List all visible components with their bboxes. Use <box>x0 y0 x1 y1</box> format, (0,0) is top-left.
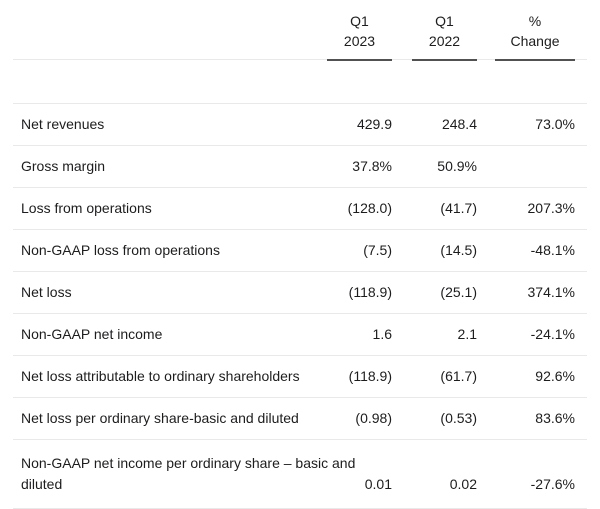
column-header-line1: Q1 <box>435 13 454 29</box>
cell-pct-change: -27.6% <box>530 476 575 492</box>
column-header-line1: % <box>528 13 542 29</box>
cell-q1-2023: (0.98) <box>355 410 392 426</box>
cell-q1-2023: (7.5) <box>363 242 392 258</box>
row-label: Net loss attributable to ordinary shareh… <box>21 368 300 384</box>
column-header-q1-2022: Q1 2022 <box>392 11 477 61</box>
cell-q1-2023: 37.8% <box>352 158 392 174</box>
row-values: (118.9) (25.1) 374.1% <box>307 282 575 303</box>
cell-q1-2023: 0.01 <box>364 476 392 492</box>
table-row: Non-GAAP net income 1.6 2.1 -24.1% <box>13 314 587 356</box>
row-values: (118.9) (61.7) 92.6% <box>307 366 575 387</box>
row-values: (7.5) (14.5) -48.1% <box>307 240 575 261</box>
cell-q1-2023: 429.9 <box>356 116 392 132</box>
cell-q1-2022: (61.7) <box>440 368 477 384</box>
column-header-line1: Q1 <box>350 13 369 29</box>
cell-q1-2023: (128.0) <box>347 200 392 216</box>
table-row: Non-GAAP net income per ordinary share –… <box>13 440 587 509</box>
row-label: Net loss per ordinary share-basic and di… <box>21 410 299 426</box>
cell-pct-change: 73.0% <box>535 116 575 132</box>
cell-pct-change: 374.1% <box>527 284 575 300</box>
row-label: Loss from operations <box>21 200 152 216</box>
cell-q1-2023: (118.9) <box>348 284 392 300</box>
cell-q1-2023: 1.6 <box>372 326 392 342</box>
cell-q1-2022: 0.02 <box>449 476 477 492</box>
row-values: 0.01 0.02 -27.6% <box>307 474 575 495</box>
table-row: Gross margin 37.8% 50.9% <box>13 146 587 188</box>
table-row: Net revenues 429.9 248.4 73.0% <box>13 104 587 146</box>
row-values: (128.0) (41.7) 207.3% <box>307 198 575 219</box>
table-row: Net loss attributable to ordinary shareh… <box>13 356 587 398</box>
cell-pct-change <box>477 156 575 177</box>
column-header-line2: 2022 <box>428 33 461 49</box>
cell-q1-2022: 50.9% <box>437 158 477 174</box>
row-label: Gross margin <box>21 158 106 174</box>
row-label: Net revenues <box>21 116 105 132</box>
cell-q1-2022: (25.1) <box>440 284 477 300</box>
table-row: Net loss per ordinary share-basic and di… <box>13 398 587 440</box>
cell-q1-2022: 248.4 <box>441 116 477 132</box>
column-header-underline: % Change <box>495 11 575 61</box>
cell-q1-2022: (14.5) <box>440 242 477 258</box>
cell-pct-change: 207.3% <box>527 200 575 216</box>
row-label: Non-GAAP net income <box>21 326 163 342</box>
column-header-pct-change: % Change <box>477 11 575 61</box>
table-row: Non-GAAP loss from operations (7.5) (14.… <box>13 230 587 272</box>
cell-q1-2022: 2.1 <box>457 326 477 342</box>
cell-pct-change: -48.1% <box>530 242 575 258</box>
cell-pct-change: -24.1% <box>530 326 575 342</box>
cell-q1-2023: (118.9) <box>348 368 392 384</box>
row-label: Non-GAAP net income per ordinary share –… <box>21 455 356 492</box>
financial-results-table: Q1 2023 Q1 2022 % Change Net revenues 42… <box>13 0 587 509</box>
column-header-line2: Change <box>510 33 560 49</box>
cell-q1-2022: (41.7) <box>440 200 477 216</box>
cell-q1-2022: (0.53) <box>440 410 477 426</box>
column-header-q1-2023: Q1 2023 <box>307 11 392 61</box>
row-values: 429.9 248.4 73.0% <box>307 114 575 135</box>
column-header-line2: 2023 <box>343 33 376 49</box>
table-row: Loss from operations (128.0) (41.7) 207.… <box>13 188 587 230</box>
column-header-underline: Q1 2022 <box>412 11 477 61</box>
cell-pct-change: 92.6% <box>535 368 575 384</box>
table-row: Net loss (118.9) (25.1) 374.1% <box>13 272 587 314</box>
row-values: 1.6 2.1 -24.1% <box>307 324 575 345</box>
row-label: Net loss <box>21 284 72 300</box>
cell-pct-change: 83.6% <box>535 410 575 426</box>
row-values: 37.8% 50.9% <box>307 156 575 177</box>
row-label: Non-GAAP loss from operations <box>21 242 220 258</box>
table-header-row: Q1 2023 Q1 2022 % Change <box>13 0 587 61</box>
row-values: (0.98) (0.53) 83.6% <box>307 408 575 429</box>
table-body: Net revenues 429.9 248.4 73.0% Gross mar… <box>13 104 587 509</box>
header-spacer-row <box>13 60 587 104</box>
column-header-underline: Q1 2023 <box>327 11 392 61</box>
